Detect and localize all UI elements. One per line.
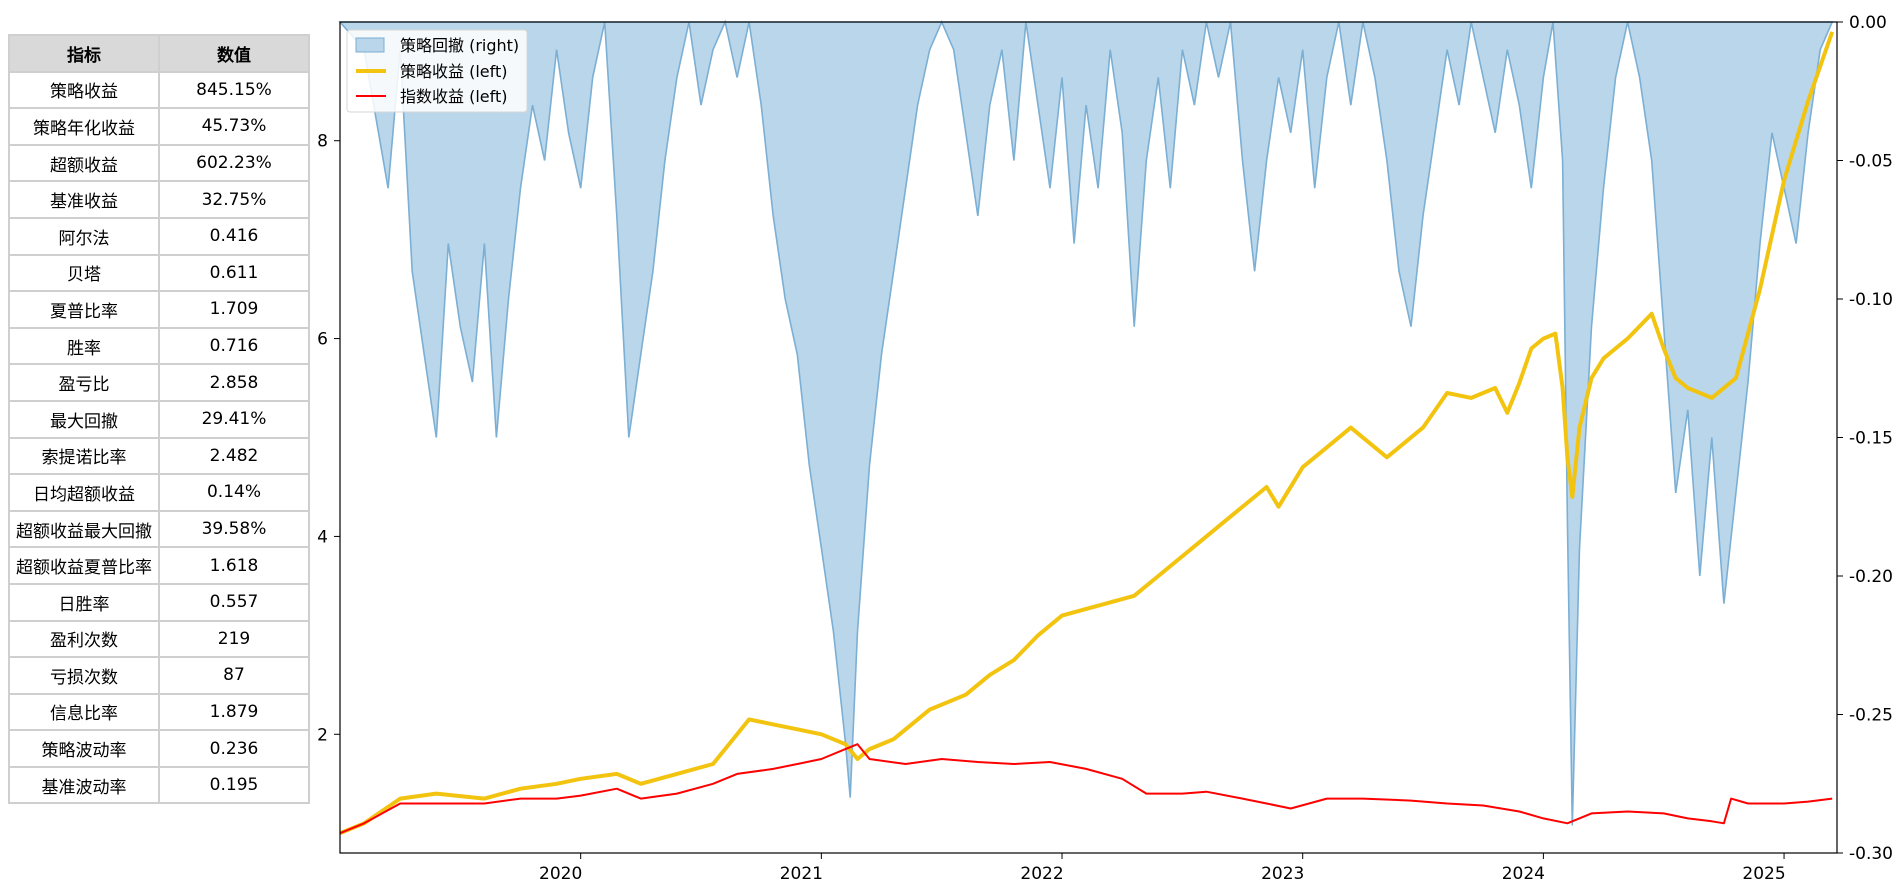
- metric-value: 602.23%: [158, 143, 310, 183]
- right-tick-label: 0.00: [1849, 13, 1887, 33]
- metric-name: 贝塔: [8, 253, 160, 293]
- metric-value: 1.618: [158, 546, 310, 585]
- metrics-table-body: 策略收益 845.15% 策略年化收益 45.73% 超额收益 602.23% 基准收益 32…: [8, 70, 310, 805]
- table-row: 日胜率 0.557: [8, 582, 310, 622]
- table-row: 索提诺比率 2.482: [8, 436, 310, 476]
- metric-name: 日胜率: [8, 582, 160, 622]
- header-row: 指标 数值: [8, 34, 310, 73]
- metric-value: 0.14%: [158, 473, 310, 512]
- metric-name: 盈利次数: [8, 619, 160, 659]
- metrics-table: 指标 数值 策略收益 845.15% 策略年化收益 45.73% 超额收益 602.23% 基…: [8, 34, 310, 805]
- table-row: 策略收益 845.15%: [8, 70, 310, 110]
- table-row: 日均超额收益 0.14%: [8, 473, 310, 512]
- table-row: 盈亏比 2.858: [8, 363, 310, 402]
- x-tick-label: 2021: [780, 864, 823, 884]
- x-axis: 2020 2021 2022 2023 2024 2025: [539, 853, 1786, 884]
- right-tick-label: -0.05: [1849, 152, 1893, 172]
- header-value: 数值: [158, 34, 310, 73]
- metric-value: 219: [158, 619, 310, 659]
- metric-value: 0.716: [158, 326, 310, 366]
- left-tick-label: 4: [317, 527, 328, 547]
- table-row: 贝塔 0.611: [8, 253, 310, 293]
- metric-value: 29.41%: [158, 399, 310, 439]
- legend-label-strategy: 策略收益 (left): [400, 62, 508, 81]
- metric-value: 0.557: [158, 582, 310, 622]
- metric-name: 盈亏比: [8, 363, 160, 402]
- x-tick-label: 2022: [1020, 864, 1063, 884]
- metric-value: 0.195: [158, 765, 310, 805]
- metric-value: 2.482: [158, 436, 310, 476]
- right-tick-label: -0.25: [1849, 706, 1893, 726]
- legend-label-drawdown: 策略回撤 (right): [400, 36, 519, 55]
- metric-name: 策略波动率: [8, 729, 160, 768]
- metric-value: 32.75%: [158, 180, 310, 219]
- x-tick-label: 2025: [1742, 864, 1785, 884]
- metric-name: 亏损次数: [8, 656, 160, 695]
- metric-name: 策略年化收益: [8, 107, 160, 146]
- x-tick-label: 2020: [539, 864, 582, 884]
- return-lines-layer: [339, 31, 1835, 836]
- table-row: 超额收益 602.23%: [8, 143, 310, 183]
- metric-value: 0.416: [158, 216, 310, 256]
- metric-value: 87: [158, 656, 310, 695]
- metric-name: 信息比率: [8, 692, 160, 732]
- metric-value: 39.58%: [158, 509, 310, 549]
- right-tick-label: -0.20: [1849, 567, 1893, 587]
- left-axis: 2 4 6 8: [317, 132, 340, 745]
- table-row: 最大回撤 29.41%: [8, 399, 310, 439]
- table-row: 超额收益夏普比率 1.618: [8, 546, 310, 585]
- legend-box: [346, 29, 528, 113]
- x-tick-label: 2024: [1502, 864, 1545, 884]
- table-row: 超额收益最大回撤 39.58%: [8, 509, 310, 549]
- metric-value: 0.611: [158, 253, 310, 293]
- legend: 策略回撤 (right) 策略收益 (left) 指数收益 (left): [346, 29, 528, 113]
- table-row: 夏普比率 1.709: [8, 290, 310, 329]
- table-row: 策略年化收益 45.73%: [8, 107, 310, 146]
- metrics-table-header: 指标 数值: [8, 34, 310, 73]
- right-tick-label: -0.30: [1849, 844, 1893, 864]
- strategy-return-line: [339, 31, 1835, 836]
- table-row: 阿尔法 0.416: [8, 216, 310, 256]
- table-row: 盈利次数 219: [8, 619, 310, 659]
- left-tick-label: 2: [317, 725, 328, 745]
- legend-swatch-drawdown: [355, 37, 385, 53]
- metric-name: 最大回撤: [8, 399, 160, 439]
- right-tick-label: -0.15: [1849, 429, 1893, 449]
- metric-name: 基准波动率: [8, 765, 160, 805]
- metric-value: 1.879: [158, 692, 310, 732]
- table-row: 胜率 0.716: [8, 326, 310, 366]
- right-tick-label: -0.10: [1849, 290, 1893, 310]
- metric-name: 夏普比率: [8, 290, 160, 329]
- drawdown-area: [338, 19, 1834, 826]
- metric-name: 阿尔法: [8, 216, 160, 256]
- x-tick-label: 2023: [1261, 864, 1304, 884]
- metric-name: 基准收益: [8, 180, 160, 219]
- plot-frame: [339, 21, 1838, 854]
- metric-name: 策略收益: [8, 70, 160, 110]
- metric-value: 845.15%: [158, 70, 310, 110]
- metric-value: 1.709: [158, 290, 310, 329]
- right-axis: 0.00 -0.05 -0.10 -0.15 -0.20 -0.25 -0.30: [1837, 13, 1893, 864]
- table-row: 策略波动率 0.236: [8, 729, 310, 768]
- index-return-line: [339, 743, 1833, 835]
- metric-value: 0.236: [158, 729, 310, 768]
- metric-value: 45.73%: [158, 107, 310, 146]
- table-row: 亏损次数 87: [8, 656, 310, 695]
- table-row: 基准波动率 0.195: [8, 765, 310, 805]
- legend-label-index: 指数收益 (left): [400, 87, 508, 106]
- metric-name: 胜率: [8, 326, 160, 366]
- metric-name: 超额收益: [8, 143, 160, 183]
- metric-name: 日均超额收益: [8, 473, 160, 512]
- left-tick-label: 6: [317, 330, 328, 350]
- table-row: 信息比率 1.879: [8, 692, 310, 732]
- table-row: 基准收益 32.75%: [8, 180, 310, 219]
- drawdown-area-layer: [338, 19, 1834, 826]
- metric-value: 2.858: [158, 363, 310, 402]
- metric-name: 超额收益最大回撤: [8, 509, 160, 549]
- metric-name: 超额收益夏普比率: [8, 546, 160, 585]
- header-metric: 指标: [8, 34, 160, 73]
- left-tick-label: 8: [317, 132, 328, 152]
- metric-name: 索提诺比率: [8, 436, 160, 476]
